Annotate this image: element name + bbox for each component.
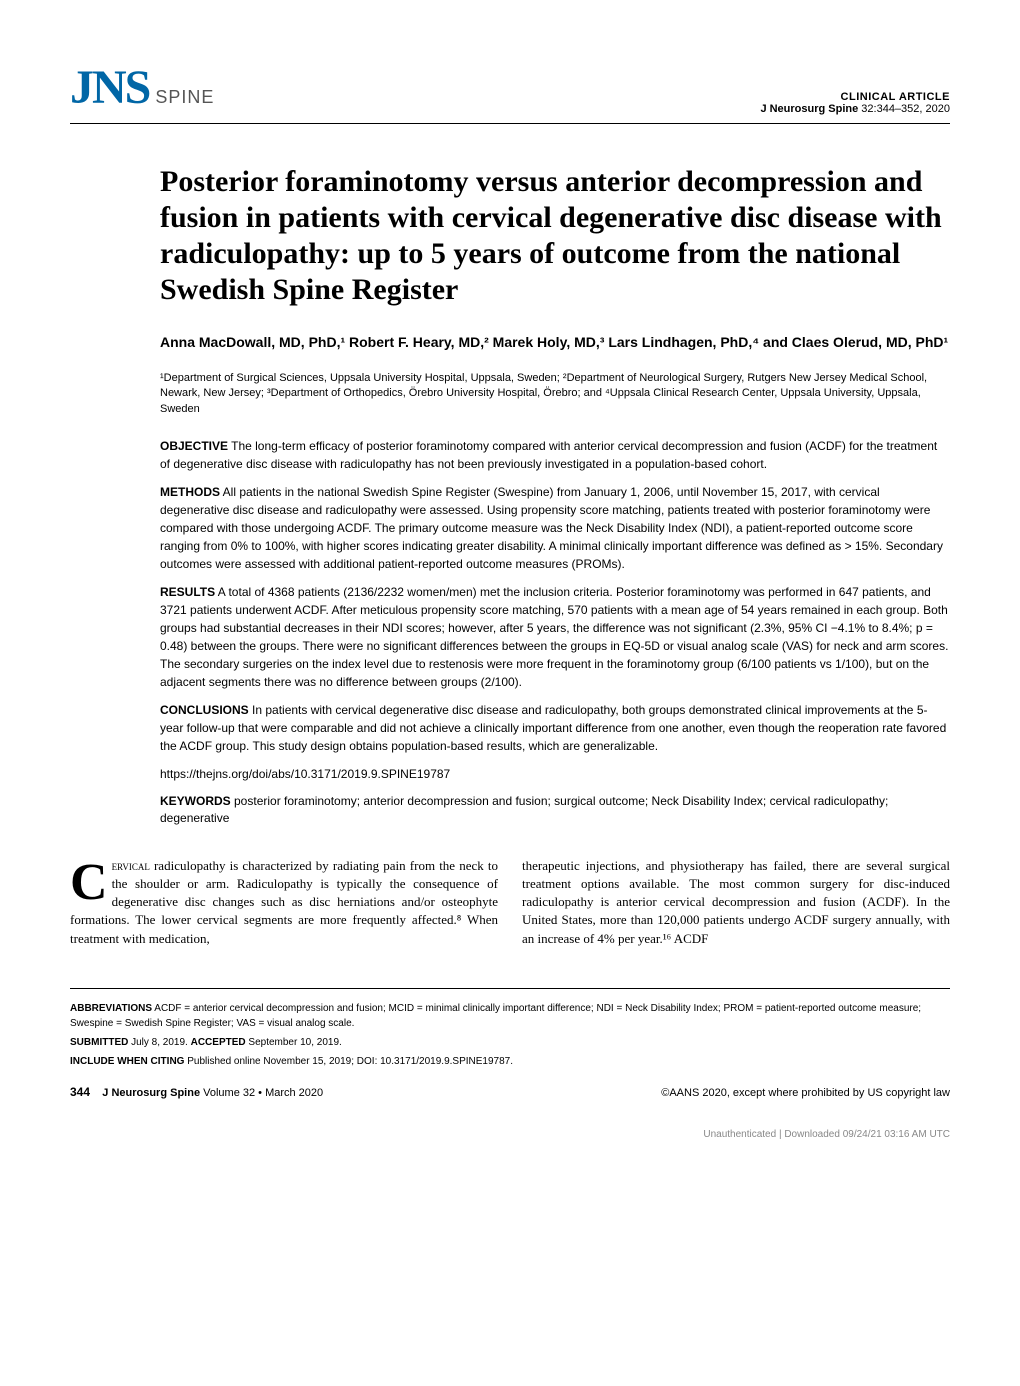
footer-volume: Volume 32 • March 2020 [200,1087,323,1099]
article-title: Posterior foraminotomy versus anterior d… [160,164,950,308]
page-number: 344 [70,1085,90,1099]
affiliations: ¹Department of Surgical Sciences, Uppsal… [160,371,950,417]
citation-line: J Neurosurg Spine 32:344–352, 2020 [760,103,950,115]
article-type: CLINICAL ARTICLE [760,91,950,103]
submitted-label: SUBMITTED [70,1037,128,1048]
body-text: Cervical radiculopathy is characterized … [70,857,950,948]
abbrev-text: ACDF = anterior cervical decompression a… [70,1003,921,1029]
abbreviations-line: ABBREVIATIONS ACDF = anterior cervical d… [70,1001,950,1031]
page-footer: 344 J Neurosurg Spine Volume 32 • March … [70,1085,950,1099]
results-text: A total of 4368 patients (2136/2232 wome… [160,585,948,689]
column-left: Cervical radiculopathy is characterized … [70,857,498,948]
conclusions-text: In patients with cervical degenerative d… [160,703,946,753]
doi-link[interactable]: https://thejns.org/doi/abs/10.3171/2019.… [160,765,950,783]
results-label: RESULTS [160,585,215,599]
journal-logo: JNS SPINE [70,60,214,115]
copyright: ©AANS 2020, except where prohibited by U… [661,1087,950,1099]
page-header: JNS SPINE CLINICAL ARTICLE J Neurosurg S… [70,60,950,124]
dates-line: SUBMITTED July 8, 2019. ACCEPTED Septemb… [70,1035,950,1050]
accepted-label: ACCEPTED [191,1037,246,1048]
abstract-methods: METHODS All patients in the national Swe… [160,483,950,573]
keywords-text: posterior foraminotomy; anterior decompr… [160,794,888,825]
citing-label: INCLUDE WHEN CITING [70,1056,184,1067]
objective-text: The long-term efficacy of posterior fora… [160,439,937,471]
download-note: Unauthenticated | Downloaded 09/24/21 03… [70,1129,950,1140]
keywords-label: KEYWORDS [160,794,231,808]
col2-text: therapeutic injections, and physiotherap… [522,858,950,946]
footer-block: ABBREVIATIONS ACDF = anterior cervical d… [70,988,950,1069]
accepted-text: September 10, 2019. [246,1037,342,1048]
submitted-text: July 8, 2019. [128,1037,190,1048]
abstract-conclusions: CONCLUSIONS In patients with cervical de… [160,701,950,755]
methods-label: METHODS [160,485,220,499]
smallcaps-lead: ervical [112,858,150,873]
volume-info: J Neurosurg Spine Volume 32 • March 2020 [93,1087,323,1099]
citation-vol: 32:344–352, 2020 [858,103,950,115]
column-right: therapeutic injections, and physiotherap… [522,857,950,948]
authors: Anna MacDowall, MD, PhD,¹ Robert F. Hear… [160,332,950,353]
conclusions-label: CONCLUSIONS [160,703,249,717]
abstract-block: OBJECTIVE The long-term efficacy of post… [160,437,950,827]
abbrev-label: ABBREVIATIONS [70,1003,152,1014]
keywords-line: KEYWORDS posterior foraminotomy; anterio… [160,793,950,827]
citing-line: INCLUDE WHEN CITING Published online Nov… [70,1054,950,1069]
citing-text: Published online November 15, 2019; DOI:… [184,1056,513,1067]
abstract-results: RESULTS A total of 4368 patients (2136/2… [160,583,950,691]
objective-label: OBJECTIVE [160,439,228,453]
footer-journal: J Neurosurg Spine [102,1087,200,1099]
citation-journal: J Neurosurg Spine [760,103,858,115]
abstract-objective: OBJECTIVE The long-term efficacy of post… [160,437,950,473]
logo-sub: SPINE [155,87,214,108]
dropcap: C [70,857,112,903]
header-meta: CLINICAL ARTICLE J Neurosurg Spine 32:34… [760,91,950,115]
page-footer-left: 344 J Neurosurg Spine Volume 32 • March … [70,1085,323,1099]
methods-text: All patients in the national Swedish Spi… [160,485,943,571]
logo-main: JNS [70,60,149,115]
